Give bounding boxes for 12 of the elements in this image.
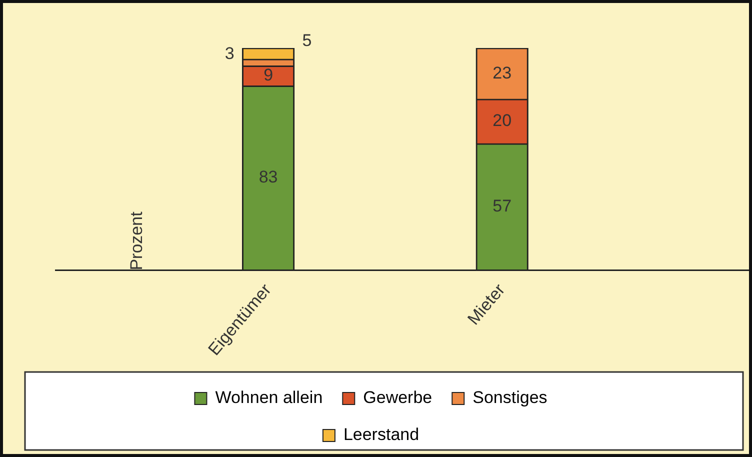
data-label: 9 — [264, 65, 274, 84]
legend-label: Sonstiges — [472, 388, 548, 408]
data-label: 57 — [492, 196, 512, 216]
data-label: 23 — [492, 63, 512, 82]
y-axis-title: Prozent — [126, 211, 146, 270]
legend-label: Gewerbe — [363, 388, 432, 408]
legend-label: Leerstand — [343, 425, 420, 444]
data-label: 83 — [258, 168, 278, 187]
data-label: 5 — [302, 31, 312, 50]
data-label: 3 — [224, 44, 234, 64]
legend-label: Wohnen allein — [215, 388, 323, 408]
data-label: 20 — [492, 111, 512, 130]
